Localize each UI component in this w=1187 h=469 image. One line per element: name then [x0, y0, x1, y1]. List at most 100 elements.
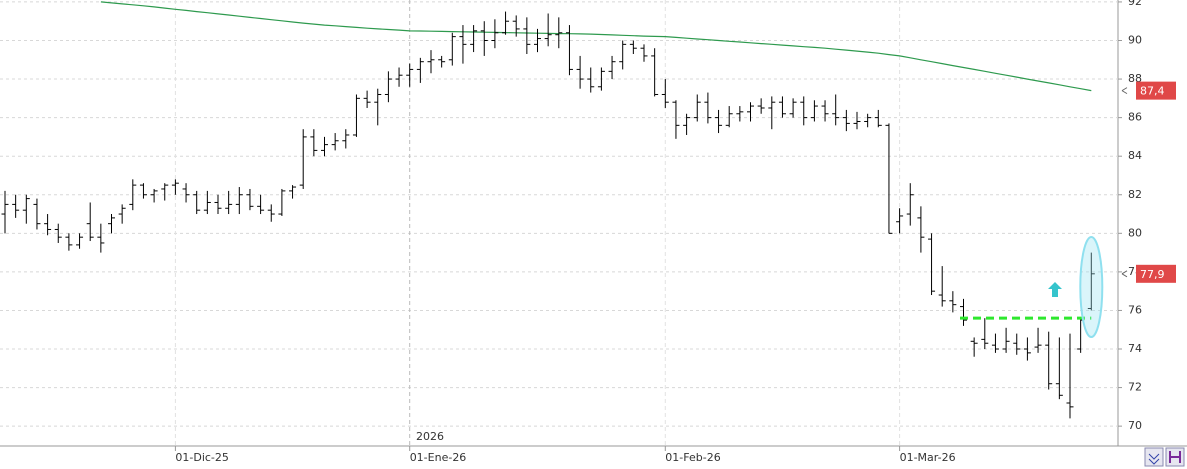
ohlc-bar — [789, 98, 797, 118]
ohlc-bar — [512, 15, 520, 37]
ohlc-bar — [108, 214, 115, 234]
ohlc-bar — [534, 28, 541, 53]
ohlc-bar — [800, 96, 808, 126]
price-pointer — [1121, 87, 1128, 95]
moving-average-line — [100, 1, 1092, 92]
highlight-ellipse — [1079, 236, 1104, 338]
y-tick-label: 70 — [1128, 419, 1142, 432]
ohlc-bar — [906, 183, 914, 226]
ohlc-bar — [65, 233, 73, 251]
ohlc-bar — [395, 67, 403, 87]
ohlc-bar — [139, 183, 147, 199]
ohlc-bar — [406, 63, 414, 87]
up-arrow — [1048, 282, 1062, 297]
ohlc-bar — [235, 187, 243, 215]
ohlc-bar — [321, 136, 328, 157]
ohlc-bar — [1055, 337, 1063, 400]
ohlc-bar — [597, 67, 605, 91]
ohlc-bar — [810, 100, 818, 122]
price-label-box — [1136, 81, 1176, 100]
price-pointer — [1121, 270, 1128, 278]
ohlc-bar — [661, 79, 669, 108]
ohlc-bar — [129, 179, 137, 211]
ohlc-bar — [736, 106, 744, 122]
ohlc-bar — [118, 204, 126, 224]
ohlc-bar — [715, 109, 723, 134]
ohlc-bar — [821, 100, 829, 122]
ohlc-bar — [672, 100, 680, 139]
price-label: 87,4 — [1140, 85, 1165, 98]
ohlc-bar — [299, 129, 307, 189]
ohlc-bar — [523, 17, 531, 54]
ohlc-bar — [629, 40, 637, 54]
ohlc-bar — [757, 98, 765, 114]
ohlc-bar — [384, 71, 392, 103]
y-tick-label: 76 — [1128, 303, 1142, 316]
ohlc-bar — [161, 183, 169, 201]
y-tick-label: 74 — [1128, 342, 1142, 355]
ohlc-bar — [427, 50, 435, 74]
ohlc-bar — [289, 185, 297, 199]
ohlc-bar — [76, 233, 84, 249]
ohlc-bar — [22, 194, 30, 224]
price-label-box — [1136, 264, 1176, 283]
ohlc-bar — [949, 291, 957, 313]
ohlc-bar — [97, 223, 105, 253]
ohlc-bar — [874, 109, 882, 128]
ohlc-bar — [704, 92, 712, 124]
ohlc-bar — [917, 206, 925, 253]
ohlc-bar — [491, 19, 499, 49]
ohlc-bar — [44, 214, 52, 236]
ohlc-bar — [960, 298, 967, 326]
ohlc-bar — [150, 188, 158, 203]
x-tick-label: 01-Feb-26 — [665, 451, 720, 464]
ohlc-bar — [203, 190, 211, 215]
ohlc-bar — [171, 179, 179, 195]
ohlc-bar — [54, 223, 62, 243]
ohlc-bar — [214, 194, 222, 215]
zoom-button[interactable] — [1144, 447, 1164, 467]
ohlc-bar — [651, 48, 659, 97]
ohlc-bar — [182, 183, 190, 203]
ohlc-bar — [246, 188, 254, 211]
price-label: 77,9 — [1140, 268, 1165, 281]
ohlc-bar — [438, 55, 446, 68]
ohlc-bar — [683, 113, 691, 135]
ohlc-bar — [1, 190, 9, 234]
y-tick-label: 84 — [1128, 149, 1142, 162]
y-tick-label: 80 — [1128, 226, 1142, 239]
ohlc-bar — [981, 318, 989, 350]
ohlc-bar — [352, 94, 360, 137]
ohlc-bar — [768, 96, 776, 130]
ohlc-bar — [587, 67, 595, 93]
ohlc-bar — [1013, 333, 1021, 355]
y-tick-label: 86 — [1128, 111, 1142, 124]
y-tick-label: 72 — [1128, 381, 1142, 394]
ohlc-bar — [470, 25, 478, 53]
ohlc-bar — [778, 96, 786, 118]
x-tick-label: 01-Dic-25 — [175, 451, 229, 464]
ohlc-bar — [1002, 327, 1010, 353]
ohlc-bar — [1023, 337, 1031, 361]
ohlc-bar — [1066, 333, 1074, 419]
ohlc-bar — [416, 57, 424, 83]
ohlc-bar — [864, 113, 872, 128]
ohlc-bar — [374, 88, 382, 126]
ohlc-bar — [640, 44, 648, 62]
ohlc-bar — [225, 190, 233, 215]
ohlc-bar — [1045, 331, 1053, 390]
ohlc-bar — [459, 25, 467, 64]
ohlc-bar — [480, 21, 488, 56]
ohlc-bar — [725, 106, 733, 128]
ohlc-bar — [619, 40, 627, 70]
ohlc-bar — [608, 55, 616, 80]
ohlc-bar — [842, 109, 850, 132]
ohlc-bar — [991, 333, 999, 353]
ohlc-bar — [342, 129, 350, 149]
ohlc-bar — [193, 190, 201, 215]
ohlc-bar — [1087, 252, 1095, 311]
ohlc-bar — [278, 188, 286, 216]
ohlc-bar — [970, 337, 978, 357]
